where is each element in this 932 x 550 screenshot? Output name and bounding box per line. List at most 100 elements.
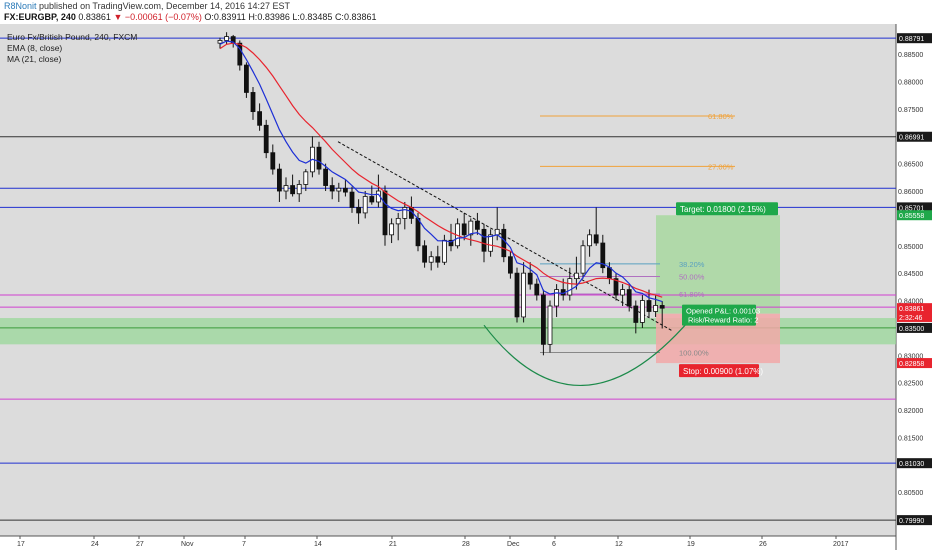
fib-level-label: 27.00% — [708, 162, 734, 171]
price-label-box — [897, 303, 932, 314]
price-tick-label: 0.88500 — [898, 52, 923, 59]
candle-down — [593, 234, 599, 244]
price-tick-label: 0.87500 — [898, 107, 923, 114]
candle-up — [389, 223, 395, 236]
price-label: 0.81030 — [899, 461, 924, 468]
candle-up — [468, 220, 474, 236]
candle-up — [283, 185, 289, 192]
time-tick-label: Dec — [507, 541, 520, 548]
change-value: ▼ −0.00061 (−0.07%) — [113, 12, 202, 22]
candle-up — [547, 305, 553, 345]
candle-up — [494, 228, 500, 236]
target-zone[interactable] — [656, 215, 780, 314]
last-price: 0.83861 — [78, 12, 111, 22]
time-tick-label: 14 — [314, 541, 322, 548]
candle-down — [382, 190, 388, 236]
pl-label: Opened P&L: 0.00103 — [686, 307, 760, 316]
author-link[interactable]: R8Nonit — [4, 1, 37, 11]
chart-header: R8Nonit published on TradingView.com, De… — [0, 0, 932, 24]
candle-down — [514, 272, 520, 318]
rounding-bottom-arc[interactable] — [483, 319, 691, 386]
price-label: 0.83500 — [899, 326, 924, 333]
time-tick-label: Nov — [181, 541, 194, 548]
price-axis[interactable] — [896, 24, 932, 550]
candle-up — [587, 234, 592, 247]
time-axis[interactable] — [0, 536, 896, 550]
candle-down — [600, 242, 606, 269]
candle-down — [369, 196, 375, 203]
time-tick-label: 21 — [389, 541, 397, 548]
price-label-box — [897, 515, 932, 526]
candle-down — [257, 111, 263, 126]
price-label: 0.86991 — [899, 135, 924, 142]
time-tick-label: 19 — [687, 541, 695, 548]
candle-down — [534, 283, 540, 296]
candle-down — [250, 92, 256, 113]
candle-down — [507, 256, 513, 274]
price-chart[interactable]: 61.80% 27.00% 38.20% 50.00% 61.80% 100.00% Ta… — [0, 24, 932, 550]
publish-info: published on TradingView.com, December 1… — [39, 1, 291, 11]
price-label-box — [897, 311, 932, 322]
time-tick-label: 7 — [242, 541, 246, 548]
candle-down — [626, 289, 632, 307]
price-label: 0.79990 — [899, 518, 924, 525]
price-tick-label: 0.85000 — [898, 244, 923, 251]
candle-up — [574, 272, 579, 280]
candle-up — [580, 245, 586, 274]
fib-level-label: 61.80% — [708, 112, 734, 121]
fib-level-label: 38.20% — [679, 260, 705, 269]
price-label-box — [897, 131, 932, 142]
price-label: 2:32:46 — [899, 315, 922, 322]
time-tick-label: 28 — [462, 541, 470, 548]
candle-up — [441, 239, 447, 263]
candle-up — [296, 184, 302, 195]
candle-up — [554, 289, 559, 307]
price-tick-label: 0.84500 — [898, 271, 923, 278]
candle-up — [217, 40, 223, 44]
candle-up — [653, 305, 658, 312]
time-tick-label: 24 — [91, 541, 99, 548]
candle-up — [224, 36, 230, 41]
price-label: 0.88791 — [899, 36, 924, 43]
candle-down — [435, 256, 441, 263]
candle-up — [567, 278, 573, 296]
candle-up — [362, 196, 368, 214]
price-tick-label: 0.86000 — [898, 189, 923, 196]
candle-up — [488, 234, 494, 252]
close-value: C:0.83861 — [334, 12, 377, 22]
legend-ma[interactable]: MA (21, close) — [7, 54, 62, 64]
candle-down — [349, 191, 355, 208]
fib-level-label: 100.00% — [679, 349, 709, 358]
symbol-label[interactable]: FX:EURGBP, 240 — [4, 12, 76, 22]
candle-down — [276, 168, 282, 192]
price-tick-label: 0.82000 — [898, 408, 923, 415]
fib-level-label: 61.80% — [679, 290, 705, 299]
candle-down — [237, 42, 243, 66]
price-tick-label: 0.84000 — [898, 299, 923, 306]
price-tick-label: 0.83000 — [898, 353, 923, 360]
stop-label-box — [679, 364, 759, 378]
legend-ema[interactable]: EMA (8, close) — [7, 43, 63, 53]
price-tick-label: 0.86500 — [898, 162, 923, 169]
ema-8-line[interactable] — [219, 40, 663, 303]
fib-level-label: 50.00% — [679, 272, 705, 281]
candle-down — [329, 185, 335, 192]
candle-down — [243, 64, 249, 93]
ohlc-line: FX:EURGBP, 240 0.83861 ▼ −0.00061 (−0.07… — [4, 12, 376, 22]
price-tick-label: 0.88000 — [898, 79, 923, 86]
low-value: L:0.83485 — [292, 12, 333, 22]
time-tick-label: 6 — [552, 541, 556, 548]
candle-down — [316, 146, 322, 170]
price-tick-label: 0.82500 — [898, 381, 923, 388]
candle-down — [607, 267, 612, 280]
price-label: 0.85701 — [899, 205, 924, 212]
pl-label-box — [682, 304, 756, 326]
candle-down — [448, 239, 454, 247]
candle-down — [613, 278, 619, 296]
ma-21-line[interactable] — [219, 42, 663, 298]
time-tick-label: 12 — [615, 541, 623, 548]
price-label-box — [897, 33, 932, 44]
price-label-box — [897, 358, 932, 369]
candle-up — [336, 187, 342, 192]
candle-up — [640, 300, 645, 323]
